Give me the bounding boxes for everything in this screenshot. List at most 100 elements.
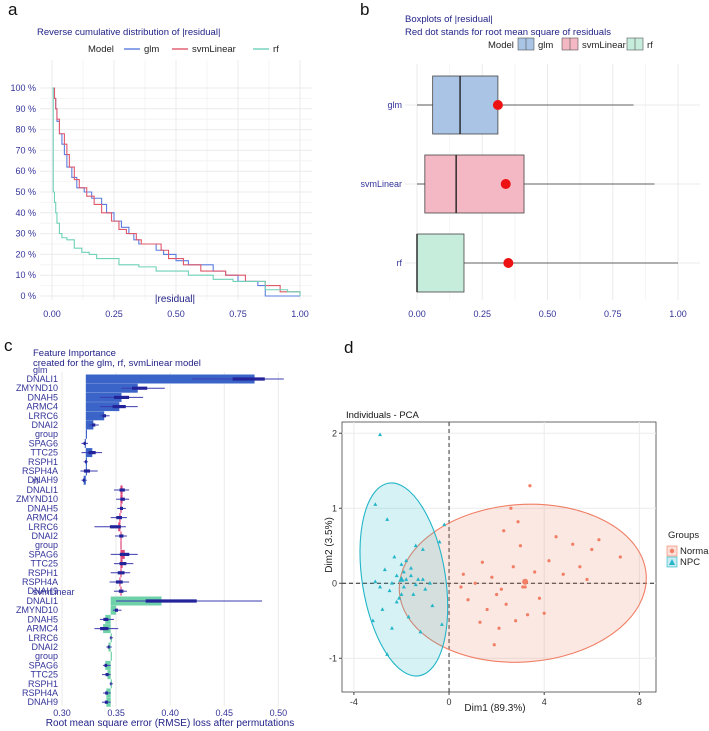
panel-b-box-rf <box>416 233 465 293</box>
panel-d-legend-marker-NPC <box>669 559 675 565</box>
panel-letter-c: c <box>4 336 13 355</box>
panel-b-legend-key-glm <box>517 37 535 51</box>
panel-b-legend-title: Model <box>488 40 514 51</box>
panel-a-legend-label-glm: glm <box>144 44 159 55</box>
panel-b-legend: Model glm svmLinear rf <box>488 37 653 51</box>
panel-d-point-Normal <box>473 581 477 585</box>
panel-d-point-Normal <box>478 620 482 624</box>
panel-c-feature-label: ARMC4 <box>26 624 58 634</box>
panel-d-ellipse-NPC <box>359 482 449 677</box>
panel-c-feature-label: ZMYND10 <box>16 494 58 504</box>
panel-d-point-NPC <box>392 554 397 559</box>
panel-a-xtick-label: 0.00 <box>43 309 61 319</box>
panel-c-feature-label: DNALI1 <box>26 596 58 606</box>
panel-d-centroid-NPC <box>398 576 405 582</box>
panel-d-ticks: -4 0 4 8 -1 0 1 2 <box>329 428 642 707</box>
panel-c-title: Feature Importance <box>33 348 116 359</box>
panel-d-point-NPC <box>385 652 390 656</box>
panel-d-centroid-Normal <box>522 578 529 585</box>
panel-d-point-Normal <box>511 565 515 569</box>
panel-c-feature-label: LRRC6 <box>28 522 58 532</box>
panel-c-feature-label: ZMYND10 <box>16 605 58 615</box>
panel-c-feature-label: DNAH9 <box>27 586 58 596</box>
panel-c-bar-svmLinear <box>105 660 111 670</box>
panel-c-feature-label: DNAH9 <box>27 697 58 707</box>
panel-c-bar-rf <box>120 494 123 504</box>
panel-d-point-Normal <box>466 598 470 602</box>
panel-d-point-NPC <box>406 614 411 619</box>
panel-c-bar-svmLinear <box>108 642 111 652</box>
panel-a-ytick-label: 70 % <box>15 145 36 155</box>
panel-d-point-Normal <box>518 544 523 548</box>
panel-d-point-NPC <box>442 522 447 527</box>
panel-c-feature-label: DNAI2 <box>31 420 58 430</box>
panel-c-bar-glm <box>85 429 87 439</box>
panel-c-bar-glm <box>84 438 86 448</box>
panel-d-xtick-label: 0 <box>447 697 452 707</box>
panel-d-point-NPC <box>404 558 409 563</box>
panel-d-point-Normal <box>578 565 582 569</box>
panel-d-point-NPC <box>387 588 392 593</box>
panel-c-bar-glm <box>85 466 87 476</box>
panel-d-point-NPC <box>401 584 406 589</box>
panel-d-point-NPC <box>373 579 378 584</box>
panel-a-ytick-label: 50 % <box>15 187 36 197</box>
panel-d-point-NPC <box>378 584 383 589</box>
panel-b-legend-label-glm: glm <box>538 40 553 51</box>
panel-d-legend-key-NPC <box>666 556 678 568</box>
panel-d-legend-label-Normal: Normal <box>680 546 709 557</box>
panel-d-point-Normal <box>490 575 494 579</box>
panel-d-point-Normal <box>461 572 465 576</box>
panel-d-point-Normal <box>499 587 503 591</box>
panel-c-xtick-label: 0.30 <box>53 708 71 718</box>
panel-b-box-svmLinear <box>424 154 525 214</box>
panel-c-bar-glm <box>85 383 138 393</box>
panel-a-ytick-label: 0 % <box>20 291 36 301</box>
panel-d-legend-marker-Normal <box>669 548 675 554</box>
panel-d-point-NPC <box>420 577 425 581</box>
panel-d-point-Normal <box>618 555 622 559</box>
panel-a-xtick-label: 0.75 <box>229 309 247 319</box>
panel-c-bar-svmLinear <box>110 651 112 661</box>
panel-a-series <box>52 87 301 297</box>
panel-d-grid <box>341 421 657 693</box>
panel-a-xtick-label: 1.00 <box>291 309 309 319</box>
panel-b-legend-label-rf: rf <box>647 40 653 51</box>
panel-c-feature-label: DNAH5 <box>27 392 58 402</box>
panel-c-bar-svmLinear <box>106 688 111 698</box>
panel-b-rmse-dot-glm <box>492 100 503 110</box>
panel-c-bar-svmLinear <box>103 624 111 634</box>
panel-d-point-NPC <box>430 603 435 608</box>
panel-c-feature-label: ZMYND10 <box>16 383 58 393</box>
panel-c-bar-rf <box>120 531 122 541</box>
panel-c-bar-rf <box>120 485 123 495</box>
panel-d-point-NPC <box>399 592 404 596</box>
panel-b-title: Boxplots of |residual| <box>405 14 493 25</box>
panel-d-point-NPC <box>378 432 383 437</box>
panel-d-point-NPC <box>385 517 390 521</box>
panel-b-legend-key-rf <box>626 37 644 51</box>
panel-d-point-NPC <box>413 543 418 548</box>
panel-d-point-Normal <box>528 484 532 488</box>
panel-b-xtick-label: 0.25 <box>473 309 491 319</box>
panel-c-labels: 0.30 0.35 0.40 0.45 0.50glmDNALI1ZMYND10DNAH… <box>16 365 287 718</box>
panel-d-title: Individuals - PCA <box>346 410 420 421</box>
panel-d-point-Normal <box>561 572 565 576</box>
panel-d-point-Normal <box>597 538 601 542</box>
panel-c-feature-label: LRRC6 <box>28 411 58 421</box>
panel-c-subtitle: created for the glm, rf, svmLinear model <box>33 358 201 369</box>
panel-d-point-NPC <box>394 599 399 604</box>
panel-d-point-NPC <box>397 596 402 600</box>
panel-d-point-Normal <box>521 585 525 589</box>
panel-c-feature-label: TTC25 <box>30 448 58 458</box>
panel-c-bar-glm <box>85 448 93 458</box>
panel-d-point-NPC <box>416 577 421 581</box>
panel-c-bar-svmLinear <box>110 679 112 689</box>
panel-d-ylabel: Dim2 (3.5%) <box>324 517 335 573</box>
panel-a-xtick-label: 0.50 <box>167 309 185 319</box>
panel-d-point-NPC <box>401 569 406 574</box>
panel-d-point-NPC <box>370 618 375 623</box>
panel-c-bar-svmLinear <box>110 596 162 606</box>
panel-d-point-NPC <box>404 577 409 581</box>
panel-d-point-NPC <box>399 562 404 566</box>
